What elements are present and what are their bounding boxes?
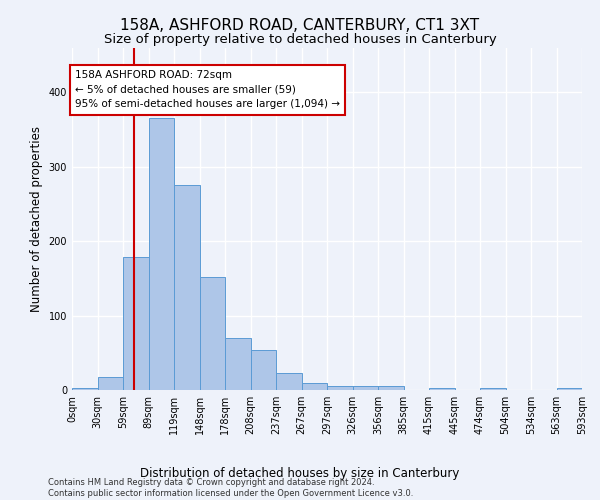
Bar xyxy=(123,258,149,390)
Bar xyxy=(225,338,251,390)
Text: Distribution of detached houses by size in Canterbury: Distribution of detached houses by size … xyxy=(140,468,460,480)
Bar xyxy=(97,378,123,390)
Bar xyxy=(302,382,327,390)
Text: 158A ASHFORD ROAD: 72sqm
← 5% of detached houses are smaller (59)
95% of semi-de: 158A ASHFORD ROAD: 72sqm ← 5% of detache… xyxy=(75,70,340,110)
Bar xyxy=(429,388,455,390)
Y-axis label: Number of detached properties: Number of detached properties xyxy=(30,126,43,312)
Bar xyxy=(72,388,97,390)
Bar xyxy=(378,386,404,390)
Bar xyxy=(149,118,174,390)
Bar xyxy=(557,388,582,390)
Bar xyxy=(174,185,199,390)
Bar xyxy=(353,386,378,390)
Text: 158A, ASHFORD ROAD, CANTERBURY, CT1 3XT: 158A, ASHFORD ROAD, CANTERBURY, CT1 3XT xyxy=(121,18,479,32)
Bar xyxy=(251,350,276,390)
Text: Size of property relative to detached houses in Canterbury: Size of property relative to detached ho… xyxy=(104,32,496,46)
Bar xyxy=(199,277,225,390)
Bar xyxy=(276,373,302,390)
Bar xyxy=(327,386,353,390)
Bar xyxy=(480,388,505,390)
Text: Contains HM Land Registry data © Crown copyright and database right 2024.
Contai: Contains HM Land Registry data © Crown c… xyxy=(48,478,413,498)
